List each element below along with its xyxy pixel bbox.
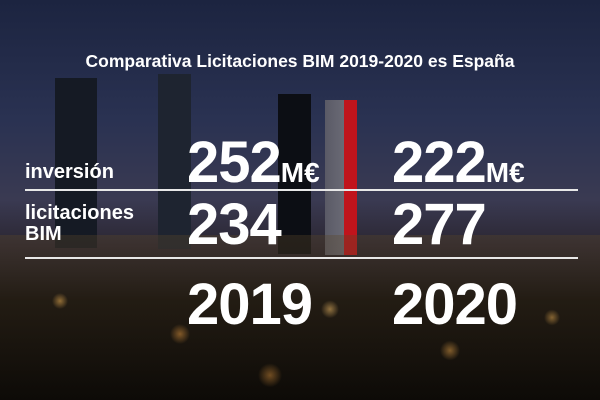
year-2019: 2019 [187, 272, 313, 337]
page-title: Comparativa Licitaciones BIM 2019-2020 e… [85, 51, 515, 71]
value-number: 222 [392, 130, 487, 195]
label-inversion: inversión [25, 161, 114, 183]
value-inversion-2020: 222M€ [392, 134, 525, 202]
value-licitaciones-2020: 277 [392, 192, 487, 257]
unit: M€ [280, 157, 320, 188]
label-line: BIM [25, 223, 62, 245]
tower [158, 74, 191, 249]
tower [278, 94, 311, 254]
value-licitaciones-2019: 234 [187, 192, 282, 257]
tower-red [325, 100, 357, 255]
label-licitaciones: licitaciones BIM [25, 203, 134, 245]
unit: M€ [485, 157, 525, 188]
divider [25, 257, 578, 259]
value-number: 252 [187, 130, 282, 195]
year-2020: 2020 [392, 272, 518, 337]
city-lights [0, 235, 600, 400]
tower [55, 78, 97, 248]
value-inversion-2019: 252M€ [187, 134, 320, 202]
divider [25, 189, 578, 191]
label-line: licitaciones [25, 202, 134, 224]
